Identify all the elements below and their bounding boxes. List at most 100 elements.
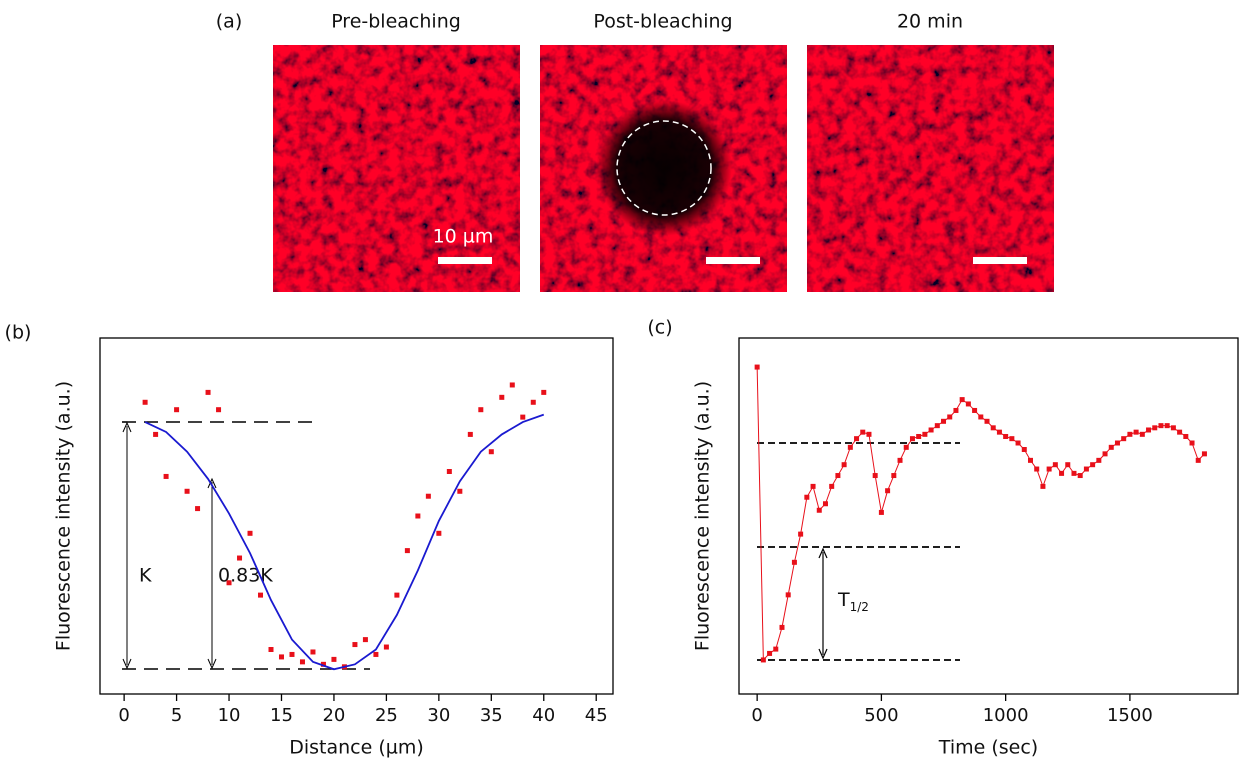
scale-bar	[973, 257, 1027, 264]
data-point	[1096, 457, 1102, 463]
data-point	[331, 656, 337, 662]
data-point	[1052, 462, 1058, 468]
data-point	[996, 429, 1002, 435]
data-point	[184, 488, 190, 494]
data-point	[835, 473, 841, 479]
data-point	[754, 364, 760, 370]
data-point	[1201, 451, 1207, 457]
data-point	[163, 473, 169, 479]
annotation: 0.83K	[218, 565, 273, 587]
data-point	[1102, 451, 1108, 457]
data-point	[785, 592, 791, 598]
data-point	[1021, 447, 1027, 453]
data-point	[1090, 462, 1096, 468]
data-point	[174, 407, 180, 413]
data-point	[226, 580, 232, 586]
x-axis-label: Time (sec)	[938, 737, 1038, 759]
data-point	[467, 431, 473, 437]
data-point	[1065, 462, 1071, 468]
roi-circle	[616, 120, 712, 216]
data-point	[457, 488, 463, 494]
data-point	[1015, 440, 1021, 446]
data-point	[1139, 431, 1145, 437]
micrograph	[807, 45, 1054, 292]
data-point	[816, 507, 822, 513]
data-point	[541, 389, 547, 395]
scale-bar-label: 10 µm	[433, 226, 494, 248]
arrow-head	[207, 477, 217, 670]
data-point	[934, 423, 940, 429]
data-point	[299, 659, 305, 665]
x-tick-label: 0	[751, 705, 762, 726]
x-tick-label: 30	[427, 705, 450, 726]
y-axis-label: Fluorescence intensity (a.u.)	[692, 381, 714, 651]
data-point	[310, 649, 316, 655]
data-point	[866, 431, 872, 437]
x-tick-label: 20	[322, 705, 345, 726]
annotations-b	[122, 421, 370, 670]
data-point	[903, 444, 909, 450]
data-point	[383, 644, 389, 650]
data-point	[142, 399, 148, 405]
data-point	[1183, 433, 1189, 439]
data-point	[860, 429, 866, 435]
data-point	[1108, 444, 1114, 450]
data-point	[1164, 423, 1170, 429]
data-point	[841, 462, 847, 468]
data-point	[909, 436, 915, 442]
data-point	[520, 414, 526, 420]
data-point	[1158, 423, 1164, 429]
fit-line	[144, 413, 545, 671]
data-point	[258, 592, 264, 598]
data-point	[1170, 425, 1176, 431]
x-tick-label: 1500	[1107, 705, 1153, 726]
data-point	[872, 473, 878, 479]
data-point	[804, 494, 810, 500]
data-point	[972, 407, 978, 413]
x-tick-label: 10	[218, 705, 241, 726]
data-point	[916, 433, 922, 439]
plot-frame	[99, 337, 614, 695]
panel-label: (b)	[5, 322, 32, 344]
data-point	[446, 469, 452, 474]
data-point	[320, 661, 326, 667]
data-point	[1177, 429, 1183, 435]
data-point	[854, 436, 860, 442]
data-point	[1114, 440, 1120, 446]
scale-bar	[438, 257, 492, 264]
data-point	[847, 444, 853, 450]
x-tick-label: 35	[480, 705, 503, 726]
data-point	[530, 399, 536, 405]
data-point	[436, 530, 442, 536]
data-point	[1009, 436, 1015, 442]
data-point	[373, 651, 379, 657]
data-point	[878, 509, 884, 515]
data-point	[953, 407, 959, 413]
data-point	[415, 513, 421, 519]
data-point	[810, 483, 816, 489]
y-axis-label: Fluorescence intensity (a.u.)	[53, 381, 75, 651]
data-point	[394, 592, 400, 598]
data-point	[1003, 433, 1009, 439]
data-point	[1121, 436, 1127, 442]
micrograph	[273, 45, 520, 292]
data-point	[822, 501, 828, 507]
data-line	[756, 367, 1205, 662]
data-point	[965, 401, 971, 407]
data-point	[928, 427, 934, 433]
x-tick-label: 0	[118, 705, 129, 726]
data-point	[1133, 429, 1139, 435]
data-point	[1127, 431, 1133, 437]
image-title: Pre-bleaching	[331, 11, 461, 33]
data-point	[1034, 466, 1040, 472]
data-point	[404, 548, 410, 554]
annotation: T1/2	[837, 589, 869, 614]
data-point	[990, 425, 996, 431]
data-point	[278, 654, 284, 660]
data-point	[978, 414, 984, 420]
data-point	[779, 624, 785, 630]
x-tick-label: 15	[270, 705, 293, 726]
image-title: Post-bleaching	[593, 11, 732, 33]
x-tick-label: 25	[375, 705, 398, 726]
